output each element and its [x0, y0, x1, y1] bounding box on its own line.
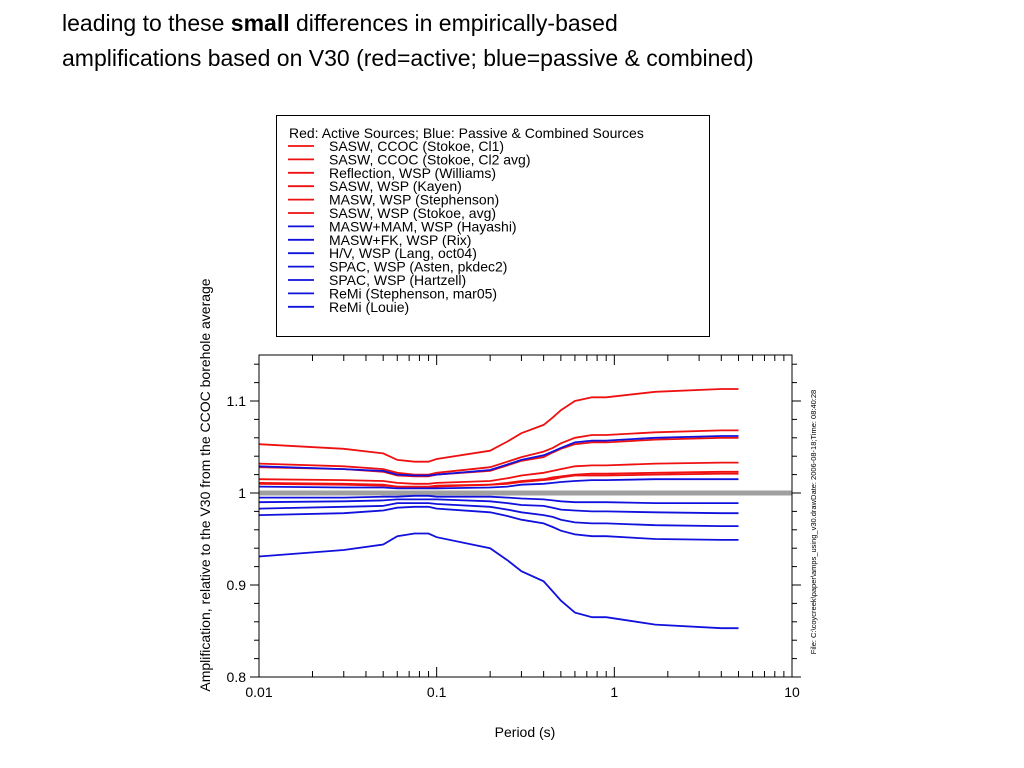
- legend-item: ReMi (Louie): [329, 299, 409, 315]
- y-tick-label: 0.8: [227, 669, 247, 685]
- series-line-3: [258, 436, 739, 478]
- series-line-6: [258, 472, 739, 489]
- y-tick-label: 0.9: [227, 577, 247, 593]
- file-info-note: File: C:\coycreek\paper\amps_using_v30.d…: [809, 390, 818, 654]
- legend-item: MASW+FK, WSP (Rix): [329, 232, 471, 248]
- series-line-4: [258, 461, 739, 485]
- legend-box: [276, 115, 710, 337]
- series-line-13: [258, 532, 739, 630]
- y-tick-label: 1.1: [227, 393, 247, 409]
- series-line-1: [258, 388, 739, 463]
- legend-item: ReMi (Stephenson, mar05): [329, 285, 497, 301]
- legend-item: SASW, CCOC (Stokoe, Cl2 avg): [329, 151, 531, 167]
- legend-item: SASW, CCOC (Stokoe, Cl1): [329, 138, 504, 154]
- legend-item: SPAC, WSP (Hartzell): [329, 272, 466, 288]
- series-line-12: [258, 505, 739, 541]
- legend-item: Reflection, WSP (Williams): [329, 165, 496, 181]
- legend-title: Red: Active Sources; Blue: Passive & Com…: [289, 125, 644, 141]
- y-tick-label: 1: [238, 485, 246, 501]
- y-axis-label: Amplification, relative to the V30 from …: [197, 278, 213, 691]
- legend-item: H/V, WSP (Lang, oct04): [329, 245, 477, 261]
- slide-title: leading to these small differences in em…: [62, 10, 754, 71]
- x-tick-label: 1: [610, 684, 618, 700]
- x-tick-label: 10: [784, 684, 800, 700]
- series-line-8: [258, 478, 739, 490]
- x-axis-label: Period (s): [495, 724, 556, 740]
- legend-item: SPAC, WSP (Asten, pkdec2): [329, 259, 507, 275]
- legend-item: SASW, WSP (Kayen): [329, 178, 462, 194]
- series-line-7: [258, 435, 739, 477]
- series-line-2: [258, 429, 739, 476]
- series-line-9: [259, 494, 739, 505]
- emphasis-small: small: [230, 10, 290, 36]
- legend-item: MASW, WSP (Stephenson): [329, 192, 499, 208]
- legend: Red: Active Sources; Blue: Passive & Com…: [276, 115, 710, 337]
- legend-item: SASW, WSP (Stokoe, avg): [329, 205, 496, 221]
- series-line-10: [258, 498, 739, 515]
- plot-area: 0.01 0.1 1 10 0.8 0.9 1 1.1: [227, 354, 801, 700]
- x-tick-label: 0.1: [427, 684, 447, 700]
- legend-item: MASW+MAM, WSP (Hayashi): [329, 218, 517, 234]
- series-line-11: [258, 502, 739, 527]
- plot-frame: [258, 354, 793, 678]
- x-tick-label: 0.01: [245, 684, 272, 700]
